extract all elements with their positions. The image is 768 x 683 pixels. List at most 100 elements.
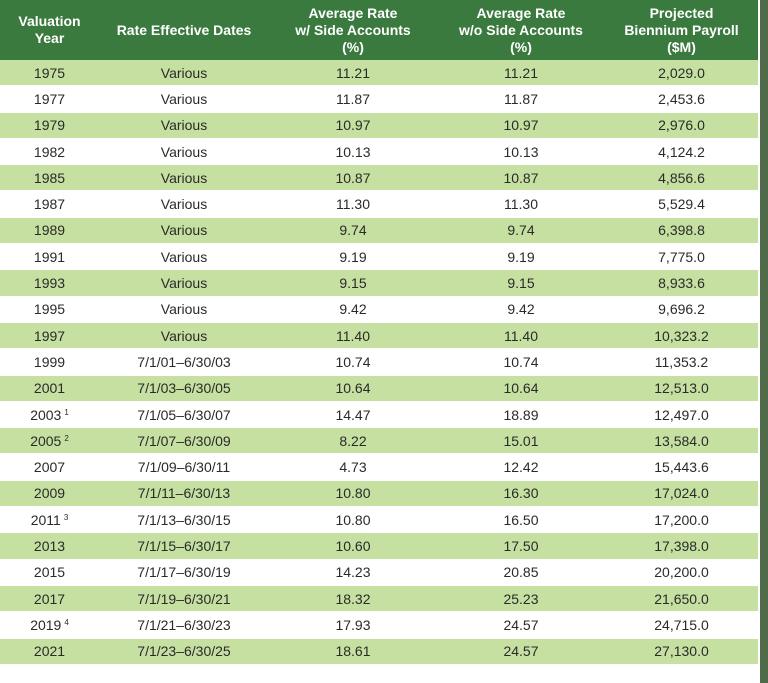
header-line: Year [34, 30, 65, 46]
table-row: 1991 Various 9.19 9.19 7,775.0 [0, 243, 758, 271]
table-header: Valuation Year Rate Effective Dates Average… [0, 0, 758, 60]
cell-valuation-year: 2013 [0, 532, 99, 560]
cell-avg-rate-without-side: 11.21 [437, 60, 605, 87]
header-line: ($M) [667, 38, 696, 55]
cell-projected-payroll: 17,200.0 [605, 506, 758, 534]
cell-rate-effective-dates: 7/1/23–6/30/25 [99, 638, 269, 665]
cell-avg-rate-without-side: 25.23 [437, 585, 605, 613]
cell-rate-effective-dates: 7/1/15–6/30/17 [99, 532, 269, 560]
year-value: 1991 [33, 248, 66, 265]
cell-projected-payroll: 7,775.0 [605, 243, 758, 271]
cell-avg-rate-without-side: 9.15 [437, 269, 605, 297]
cell-valuation-year: 1995 [0, 296, 99, 323]
cell-avg-rate-without-side: 20.85 [437, 559, 605, 586]
year-value: 1982 [33, 143, 66, 160]
year-value: 2003 [30, 406, 62, 423]
cell-projected-payroll: 2,029.0 [605, 60, 758, 87]
footnote-marker: 2 [64, 433, 69, 443]
cell-avg-rate-without-side: 9.19 [437, 243, 605, 271]
cell-avg-rate-with-side: 9.74 [269, 217, 437, 245]
header-line: Average Rate [476, 4, 566, 21]
header-line: Valuation [18, 13, 81, 29]
cell-avg-rate-without-side: 10.74 [437, 348, 605, 376]
cell-rate-effective-dates: 7/1/13–6/30/15 [99, 506, 269, 534]
cell-rate-effective-dates: Various [99, 85, 269, 113]
table-row: 2001 7/1/03–6/30/05 10.64 10.64 12,513.0 [0, 375, 758, 402]
cell-avg-rate-with-side: 8.22 [269, 427, 437, 455]
header-line: w/ Side Accounts [295, 21, 411, 38]
cell-projected-payroll: 9,696.2 [605, 296, 758, 323]
cell-valuation-year: 1985 [0, 164, 99, 192]
cell-valuation-year: 1977 [0, 85, 99, 113]
table-row: 2015 7/1/17–6/30/19 14.23 20.85 20,200.0 [0, 559, 758, 586]
year-value: 2015 [33, 564, 66, 581]
cell-avg-rate-without-side: 24.57 [437, 638, 605, 665]
cell-projected-payroll: 24,715.0 [605, 611, 758, 639]
cell-avg-rate-with-side: 11.40 [269, 322, 437, 350]
cell-avg-rate-with-side: 17.93 [269, 611, 437, 639]
cell-avg-rate-without-side: 11.30 [437, 190, 605, 218]
cell-avg-rate-without-side: 10.64 [437, 375, 605, 402]
year-value: 2021 [33, 643, 66, 660]
cell-valuation-year: 2003 1 [0, 401, 99, 429]
year-value: 1997 [33, 327, 66, 344]
footnote-marker: 4 [64, 617, 69, 627]
cell-projected-payroll: 13,584.0 [605, 427, 758, 455]
year-value: 2011 [30, 511, 61, 528]
header-line: (%) [510, 38, 532, 55]
valuation-rates-table: Valuation Year Rate Effective Dates Average… [0, 0, 758, 665]
cell-valuation-year: 2001 [0, 375, 99, 402]
year-value: 1985 [33, 169, 66, 186]
table-row: 2013 7/1/15–6/30/17 10.60 17.50 17,398.0 [0, 532, 758, 560]
table-row: 2017 7/1/19–6/30/21 18.32 25.23 21,650.0 [0, 585, 758, 613]
year-value: 2007 [33, 459, 66, 476]
cell-rate-effective-dates: 7/1/21–6/30/23 [99, 611, 269, 639]
cell-valuation-year: 2015 [0, 559, 99, 586]
cell-avg-rate-with-side: 10.80 [269, 506, 437, 534]
cell-avg-rate-without-side: 17.50 [437, 532, 605, 560]
year-value: 2017 [33, 590, 66, 607]
cell-projected-payroll: 5,529.4 [605, 190, 758, 218]
cell-valuation-year: 1975 [0, 60, 99, 87]
cell-rate-effective-dates: 7/1/17–6/30/19 [99, 559, 269, 586]
header-line: Average Rate [308, 4, 398, 21]
cell-valuation-year: 2005 2 [0, 427, 99, 455]
header-line: (%) [342, 38, 364, 55]
year-value: 2005 [30, 432, 62, 449]
cell-avg-rate-with-side: 10.97 [269, 112, 437, 139]
table-row: 1985 Various 10.87 10.87 4,856.6 [0, 164, 758, 192]
cell-avg-rate-without-side: 15.01 [437, 427, 605, 455]
year-value: 2001 [33, 380, 66, 397]
table-row: 2007 7/1/09–6/30/11 4.73 12.42 15,443.6 [0, 453, 758, 481]
header-line: Rate Effective Dates [116, 21, 252, 38]
cell-avg-rate-with-side: 10.74 [269, 348, 437, 376]
cell-avg-rate-without-side: 10.13 [437, 138, 605, 166]
year-value: 2009 [33, 485, 66, 502]
cell-rate-effective-dates: 7/1/03–6/30/05 [99, 375, 269, 402]
year-value: 1975 [33, 64, 66, 81]
cell-avg-rate-with-side: 9.15 [269, 269, 437, 297]
table-row: 1982 Various 10.13 10.13 4,124.2 [0, 138, 758, 166]
cell-avg-rate-with-side: 14.47 [269, 401, 437, 429]
header-rate-effective-dates: Rate Effective Dates [99, 0, 269, 60]
cell-valuation-year: 2011 3 [0, 506, 99, 534]
cell-avg-rate-with-side: 10.80 [269, 480, 437, 508]
cell-projected-payroll: 15,443.6 [605, 453, 758, 481]
cell-valuation-year: 2021 [0, 638, 99, 665]
header-avg-rate-with-side: Average Rate w/ Side Accounts (%) [269, 0, 437, 60]
cell-avg-rate-with-side: 11.21 [269, 60, 437, 87]
cell-projected-payroll: 4,124.2 [605, 138, 758, 166]
cell-avg-rate-without-side: 11.87 [437, 85, 605, 113]
cell-projected-payroll: 2,453.6 [605, 85, 758, 113]
table-row: 1999 7/1/01–6/30/03 10.74 10.74 11,353.2 [0, 348, 758, 376]
cell-avg-rate-without-side: 12.42 [437, 453, 605, 481]
table-row: 2021 7/1/23–6/30/25 18.61 24.57 27,130.0 [0, 638, 758, 665]
cell-valuation-year: 2017 [0, 585, 99, 613]
table-row: 2019 4 7/1/21–6/30/23 17.93 24.57 24,715.0 [0, 611, 758, 639]
cell-avg-rate-without-side: 9.42 [437, 296, 605, 323]
cell-avg-rate-with-side: 10.64 [269, 375, 437, 402]
cell-projected-payroll: 11,353.2 [605, 348, 758, 376]
cell-avg-rate-without-side: 16.30 [437, 480, 605, 508]
footnote-marker: 3 [63, 512, 69, 522]
